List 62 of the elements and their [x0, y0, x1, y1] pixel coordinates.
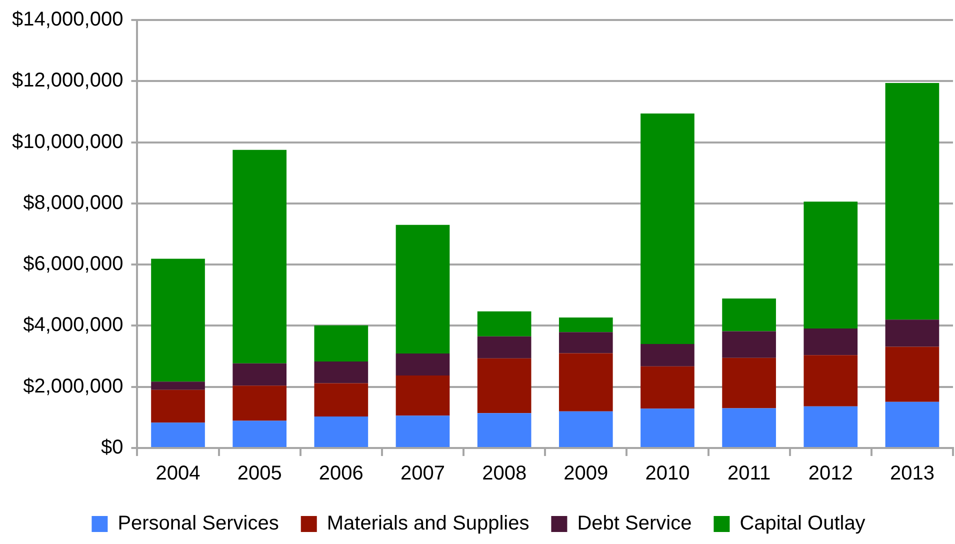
bar [885, 402, 940, 447]
bar [558, 332, 613, 354]
bar [640, 344, 694, 366]
bar [722, 331, 776, 358]
bar [477, 311, 532, 336]
x-tick-label: 2013 [890, 462, 934, 485]
bar [314, 416, 368, 447]
bar [558, 317, 613, 332]
x-tick-label: 2008 [482, 462, 527, 485]
bar [558, 353, 613, 412]
y-tick-label: $0 [100, 436, 124, 459]
bar [804, 355, 858, 406]
x-tick-label: 2007 [400, 462, 445, 485]
bar [151, 382, 205, 390]
legend-label: Materials and Supplies [326, 512, 530, 535]
bar [885, 346, 940, 402]
bar [722, 298, 776, 332]
bar [477, 413, 532, 447]
bar [396, 416, 450, 447]
bar [804, 202, 858, 328]
y-tick-label: $6,000,000 [23, 253, 124, 276]
x-tick-label: 2009 [564, 462, 608, 485]
bar [396, 376, 450, 416]
x-tick-label: 2004 [156, 462, 200, 485]
bar [232, 386, 287, 421]
bar [232, 420, 287, 447]
legend-label: Capital Outlay [740, 512, 866, 535]
y-tick-label: $14,000,000 [12, 8, 124, 31]
bar [151, 390, 205, 423]
x-tick-label: 2005 [237, 462, 282, 485]
x-tick-label: 2011 [728, 462, 771, 485]
bar [640, 114, 694, 344]
x-tick-label: 2006 [318, 462, 364, 485]
bar [396, 354, 450, 376]
bar [314, 361, 368, 384]
bar [232, 363, 287, 386]
bar [804, 406, 858, 447]
bar [477, 336, 532, 358]
y-tick-label: $8,000,000 [23, 192, 124, 214]
bar [558, 411, 613, 447]
legend-label: Debt Service [577, 512, 692, 535]
y-tick-label: $10,000,000 [12, 130, 124, 153]
y-tick-label: $4,000,000 [23, 314, 124, 336]
bar [722, 408, 776, 447]
y-tick-label: $2,000,000 [23, 375, 124, 398]
bar [477, 358, 532, 414]
bar [151, 258, 205, 382]
bar [396, 224, 450, 354]
bar [885, 320, 940, 347]
bar [151, 422, 205, 447]
legend-label: Personal Services [118, 512, 279, 535]
bar [804, 328, 858, 356]
bar [640, 408, 694, 447]
bar [885, 82, 940, 320]
y-tick-label: $12,000,000 [12, 70, 124, 92]
x-tick-label: 2010 [645, 462, 690, 485]
bar [314, 383, 368, 417]
bar [314, 325, 368, 362]
bar [232, 150, 287, 364]
bar [640, 366, 694, 409]
x-tick-label: 2012 [808, 462, 853, 485]
bar [722, 358, 776, 408]
